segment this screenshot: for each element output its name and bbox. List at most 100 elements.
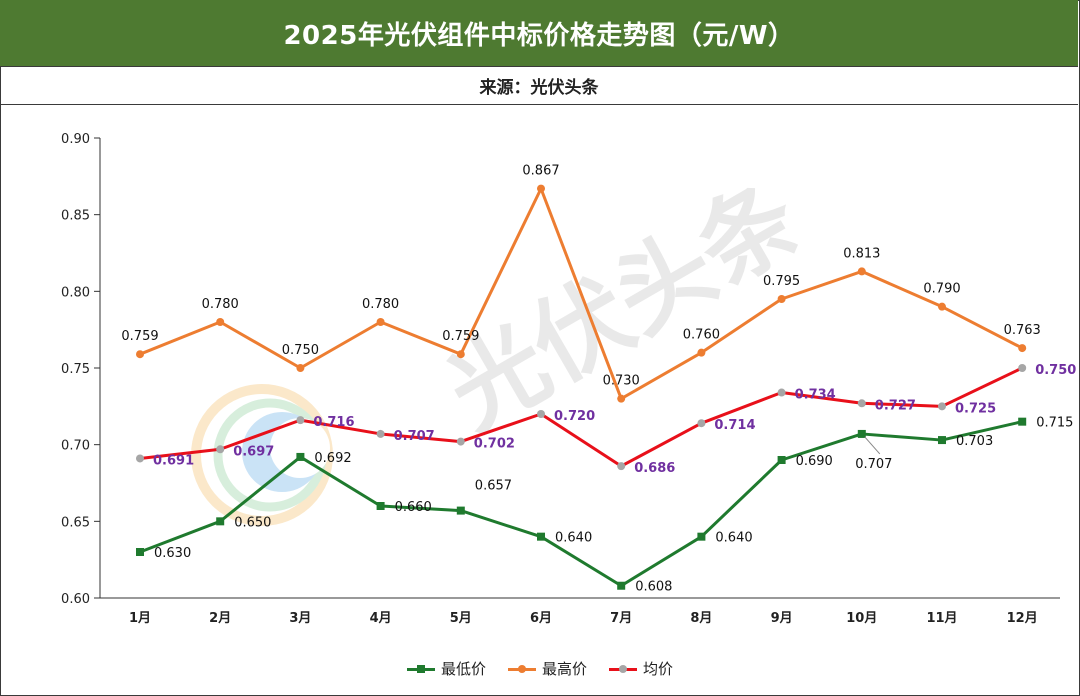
x-tick-label: 10月	[846, 611, 877, 626]
data-point-min	[938, 436, 946, 445]
x-tick-label: 8月	[690, 611, 712, 626]
data-point-min	[697, 532, 706, 541]
data-point-max	[617, 394, 626, 403]
legend-swatch-max	[507, 662, 536, 676]
legend-label-avg: 均价	[643, 660, 674, 678]
data-label-avg: 0.702	[474, 437, 515, 452]
data-label-max: 0.750	[282, 343, 319, 358]
data-label-avg: 0.691	[153, 453, 194, 468]
data-point-avg	[617, 462, 626, 471]
legend-item-avg: 均价	[609, 658, 673, 679]
data-label-min: 0.703	[956, 434, 993, 449]
data-point-avg	[296, 416, 305, 425]
data-label-max: 0.759	[442, 329, 479, 344]
data-point-min	[857, 429, 866, 438]
data-label-min: 0.640	[555, 531, 592, 546]
data-point-min	[1018, 417, 1027, 426]
line-chart: 光伏头条 0.60 0.65 0.70 0.75 0.80 0.85 0.90 1月 2月 3月 4…	[61, 132, 1076, 626]
data-point-min	[537, 532, 545, 541]
data-label-max: 0.795	[763, 274, 800, 289]
series-line-max	[139, 187, 1023, 401]
y-tick-label: 0.75	[61, 362, 90, 377]
data-label-max: 0.867	[522, 164, 559, 179]
data-point-avg	[1018, 364, 1027, 372]
data-point-avg	[938, 402, 946, 411]
y-tick-label: 0.80	[61, 285, 90, 300]
data-label-max: 0.780	[362, 297, 399, 312]
label-leader-line	[864, 436, 881, 455]
x-tick-label: 4月	[370, 611, 392, 626]
data-point-max	[537, 184, 545, 193]
legend-label-max: 最高价	[541, 660, 587, 678]
y-tick-label: 0.85	[61, 209, 90, 224]
data-label-max: 0.780	[202, 297, 239, 312]
data-point-max	[136, 350, 144, 359]
x-tick-label: 12月	[1007, 611, 1038, 626]
data-label-max: 0.790	[923, 282, 960, 297]
data-point-avg	[376, 429, 385, 438]
chart-source: 来源：光伏头条	[0, 66, 1078, 105]
data-point-max	[1018, 344, 1027, 353]
data-label-max: 0.759	[121, 329, 158, 344]
data-label-min: 0.650	[234, 515, 271, 530]
data-label-min: 0.640	[715, 531, 752, 546]
x-tick-label: 5月	[450, 611, 472, 626]
data-label-max: 0.813	[843, 246, 880, 261]
data-point-max	[376, 318, 385, 326]
data-label-avg: 0.714	[714, 418, 755, 433]
data-label-min: 0.660	[395, 500, 432, 515]
data-point-max	[296, 364, 305, 372]
data-label-avg: 0.734	[795, 388, 836, 403]
data-label-avg: 0.697	[233, 444, 274, 459]
x-tick-label: 3月	[289, 611, 311, 626]
data-point-min	[216, 517, 225, 526]
data-label-min: 0.657	[475, 479, 512, 494]
data-point-avg	[136, 454, 144, 463]
data-label-min: 0.707	[855, 457, 892, 472]
data-point-max	[938, 302, 946, 311]
data-label-min: 0.715	[1036, 416, 1073, 431]
data-label-avg: 0.716	[313, 415, 354, 430]
data-point-min	[456, 506, 465, 515]
data-point-max	[857, 267, 866, 276]
data-point-max	[697, 348, 706, 357]
data-point-min	[296, 452, 305, 461]
x-tick-label: 1月	[129, 611, 151, 626]
data-point-max	[777, 295, 786, 303]
data-label-min: 0.608	[635, 580, 672, 595]
data-point-avg	[777, 388, 786, 397]
x-tick-label: 2月	[209, 611, 231, 626]
x-tick-label: 6月	[530, 611, 552, 626]
y-tick-label: 0.60	[61, 592, 90, 607]
data-label-avg: 0.725	[955, 401, 996, 416]
legend-item-max: 最高价	[507, 658, 587, 679]
y-tick-label: 0.90	[61, 132, 90, 147]
data-label-avg: 0.750	[1035, 363, 1076, 378]
data-point-avg	[216, 445, 225, 454]
data-label-avg: 0.727	[875, 398, 916, 413]
x-tick-label: 11月	[926, 611, 957, 626]
x-tick-label: 7月	[610, 611, 632, 626]
data-point-avg	[537, 410, 545, 418]
legend: 最低价 最高价 均价	[0, 658, 1080, 679]
data-point-min	[617, 581, 626, 590]
legend-swatch-min	[406, 662, 435, 676]
x-tick-label: 9月	[771, 611, 793, 626]
data-point-avg	[456, 437, 465, 446]
data-label-min: 0.630	[154, 546, 191, 561]
data-label-max: 0.760	[683, 328, 720, 343]
data-point-max	[216, 318, 225, 326]
data-point-avg	[697, 419, 706, 428]
legend-label-min: 最低价	[440, 660, 486, 678]
y-tick-label: 0.65	[61, 515, 90, 530]
series-line-avg	[139, 366, 1023, 468]
legend-swatch-avg	[609, 662, 637, 676]
data-label-max: 0.730	[603, 374, 640, 389]
data-label-min: 0.690	[796, 454, 833, 469]
watermark-logo-icon	[191, 384, 333, 526]
data-point-max	[456, 350, 465, 359]
legend-item-min: 最低价	[406, 658, 486, 679]
y-tick-label: 0.70	[61, 439, 90, 454]
data-point-min	[136, 548, 144, 556]
series-line-min	[139, 420, 1023, 588]
